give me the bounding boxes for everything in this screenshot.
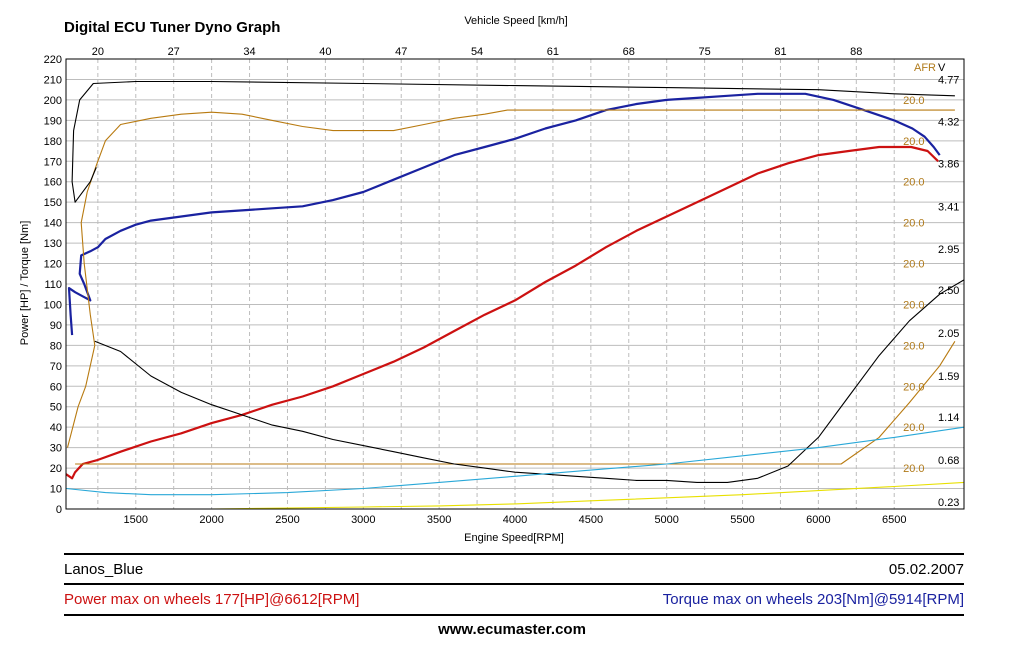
y-axis-label: Power [HP] / Torque [Nm] — [19, 221, 31, 346]
grid — [66, 58, 964, 510]
y-tick-label: 220 — [44, 54, 62, 66]
footer-rule-mid — [64, 583, 964, 585]
top-tick-label: 81 — [774, 46, 786, 58]
chart-title: Digital ECU Tuner Dyno Graph — [64, 19, 280, 36]
afr-tick-label: 20.0 — [903, 218, 924, 230]
x-tick-label: 3000 — [351, 514, 375, 526]
volt-tick-label: 2.50 — [938, 285, 959, 297]
power-summary: Power max on wheels 177[HP]@6612[RPM] — [64, 591, 360, 608]
series-line-tps — [66, 481, 965, 509]
x-tick-label: 5500 — [730, 514, 754, 526]
top-tick-label: 61 — [547, 46, 559, 58]
series-line-afr-lower — [75, 341, 956, 465]
afr-tick-label: 20.0 — [903, 259, 924, 271]
top-tick-label: 34 — [243, 46, 255, 58]
plot-frame — [65, 58, 965, 510]
series-line-afr — [66, 109, 955, 448]
y-tick-label: 160 — [44, 177, 62, 189]
y-tick-label: 20 — [50, 463, 62, 475]
afr-tick-label: 20.0 — [903, 422, 924, 434]
x-tick-label: 2500 — [275, 514, 299, 526]
top-tick-label: 27 — [168, 46, 180, 58]
afr-tick-label: 20.0 — [903, 299, 924, 311]
torque-summary: Torque max on wheels 203[Nm]@5914[RPM] — [662, 591, 964, 608]
y-tick-label: 120 — [44, 259, 62, 271]
y-tick-label: 180 — [44, 136, 62, 148]
y-tick-label: 90 — [50, 320, 62, 332]
x-axis-label: Engine Speed[RPM] — [464, 532, 564, 544]
y-tick-label: 200 — [44, 95, 62, 107]
x-tick-label: 6500 — [882, 514, 906, 526]
afr-tick-label: 20.0 — [903, 95, 924, 107]
website-link[interactable]: www.ecumaster.com — [438, 621, 586, 638]
volt-tick-label: 0.23 — [938, 497, 959, 509]
y-tick-label: 140 — [44, 218, 62, 230]
x-tick-label: 5000 — [654, 514, 678, 526]
x-tick-label: 3500 — [427, 514, 451, 526]
top-tick-label: 88 — [850, 46, 862, 58]
x-tick-label: 6000 — [806, 514, 830, 526]
volt-tick-label: 4.32 — [938, 116, 959, 128]
footer-rule-top — [64, 553, 964, 555]
series-line-voltage — [94, 279, 965, 483]
y-tick-label: 110 — [44, 279, 62, 291]
series-line-power — [66, 145, 939, 480]
y-tick-label: 130 — [44, 238, 62, 250]
volt-tick-label: 3.41 — [938, 201, 959, 213]
session-date: 05.02.2007 — [888, 561, 964, 578]
top-tick-label: 40 — [319, 46, 331, 58]
volt-tick-label: 1.14 — [938, 412, 959, 424]
series-line-voltage-upper — [71, 80, 955, 203]
series-group — [66, 80, 965, 509]
y-tick-label: 150 — [44, 197, 62, 209]
top-tick-label: 75 — [698, 46, 710, 58]
y-tick-label: 80 — [50, 340, 62, 352]
afr-tick-label: 20.0 — [903, 136, 924, 148]
volt-tick-label: 0.68 — [938, 455, 959, 467]
y-tick-label: 50 — [50, 402, 62, 414]
afr-tick-label: 20.0 — [903, 463, 924, 475]
y-tick-label: 10 — [50, 484, 62, 496]
series-line-load — [66, 426, 965, 496]
volt-tick-label: 2.95 — [938, 244, 959, 256]
x-tick-label: 4500 — [579, 514, 603, 526]
top-tick-label: 47 — [395, 46, 407, 58]
top-tick-label: 20 — [92, 46, 104, 58]
top-tick-label: 54 — [471, 46, 483, 58]
top-tick-label: 68 — [623, 46, 635, 58]
volt-tick-label: 3.86 — [938, 158, 959, 170]
y-tick-label: 70 — [50, 361, 62, 373]
y-tick-label: 210 — [44, 74, 62, 86]
afr-axis-label: AFR — [914, 62, 936, 74]
afr-tick-label: 20.0 — [903, 381, 924, 393]
top-axis-label: Vehicle Speed [km/h] — [464, 15, 567, 27]
y-tick-label: 30 — [50, 443, 62, 455]
y-tick-label: 0 — [56, 504, 62, 516]
y-tick-label: 190 — [44, 115, 62, 127]
afr-tick-label: 20.0 — [903, 177, 924, 189]
y-tick-label: 40 — [50, 422, 62, 434]
ticks-group: 0 10 20 30 40 50 60 70 80 90 100 110 120 130 140 150 160… — [44, 46, 960, 526]
x-tick-label: 4000 — [503, 514, 527, 526]
vehicle-name: Lanos_Blue — [64, 561, 144, 578]
y-tick-label: 170 — [44, 156, 62, 168]
volt-tick-label: 1.59 — [938, 371, 959, 383]
series-line-torque — [67, 92, 941, 336]
volt-axis-label: V — [938, 62, 946, 74]
x-tick-label: 2000 — [199, 514, 223, 526]
volt-tick-label: 4.77 — [938, 74, 959, 86]
y-tick-label: 100 — [44, 299, 62, 311]
footer-rule-bottom — [64, 614, 964, 616]
x-tick-label: 1500 — [124, 514, 148, 526]
volt-tick-label: 2.05 — [938, 328, 959, 340]
y-tick-label: 60 — [50, 381, 62, 393]
afr-tick-label: 20.0 — [903, 340, 924, 352]
